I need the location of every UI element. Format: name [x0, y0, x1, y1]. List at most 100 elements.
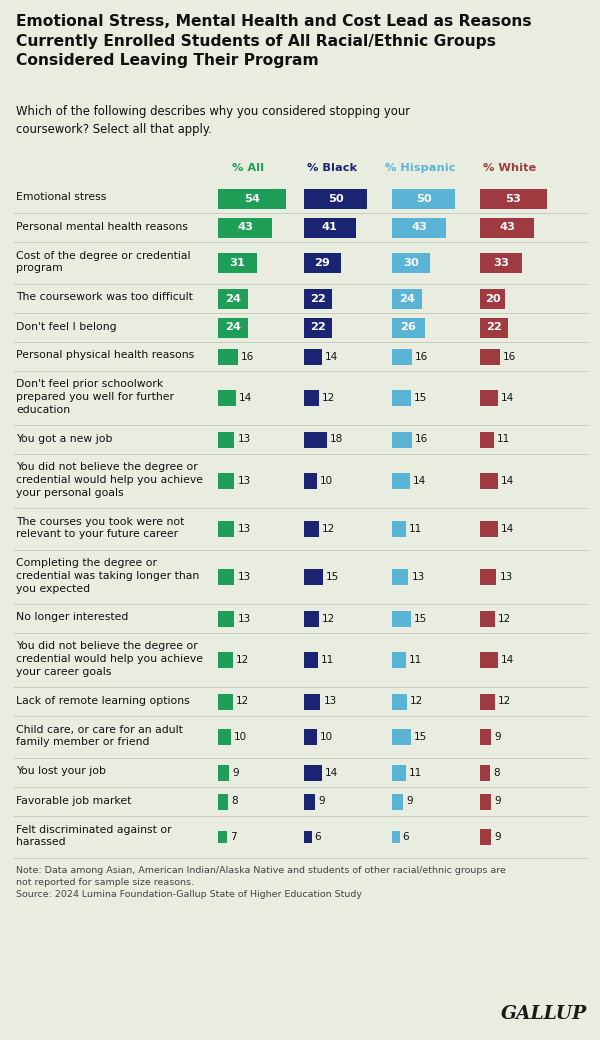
Bar	[480, 432, 494, 447]
Bar	[304, 348, 322, 364]
Text: 29: 29	[314, 258, 330, 268]
Text: 13: 13	[238, 435, 251, 444]
Text: 24: 24	[399, 293, 415, 304]
Text: GALLUP: GALLUP	[501, 1005, 587, 1023]
Text: Don't feel I belong: Don't feel I belong	[16, 321, 116, 332]
Text: 14: 14	[325, 768, 338, 778]
Bar	[480, 288, 505, 309]
Bar	[392, 288, 422, 309]
Bar	[480, 729, 491, 745]
Text: 16: 16	[241, 352, 254, 362]
Text: The courses you took were not
relevant to your future career: The courses you took were not relevant t…	[16, 517, 184, 540]
Bar	[392, 569, 409, 584]
Text: 53: 53	[505, 193, 521, 204]
Text: 22: 22	[310, 322, 326, 333]
Bar	[304, 217, 356, 237]
Bar	[218, 764, 229, 780]
Text: You lost your job: You lost your job	[16, 766, 106, 777]
Text: 9: 9	[494, 832, 501, 842]
Text: 14: 14	[500, 476, 514, 486]
Bar	[392, 729, 411, 745]
Text: 26: 26	[400, 322, 416, 333]
Text: Favorable job market: Favorable job market	[16, 796, 131, 806]
Bar	[480, 217, 534, 237]
Bar	[480, 610, 495, 626]
Text: % Hispanic: % Hispanic	[385, 163, 455, 173]
Bar	[480, 348, 500, 364]
Bar	[480, 390, 497, 406]
Text: 13: 13	[412, 572, 425, 582]
Text: 15: 15	[326, 572, 339, 582]
Text: % White: % White	[484, 163, 536, 173]
Text: 50: 50	[328, 193, 343, 204]
Text: 12: 12	[236, 697, 250, 706]
Text: 14: 14	[413, 476, 426, 486]
Text: 12: 12	[322, 524, 335, 534]
Bar	[218, 652, 233, 668]
Bar	[218, 188, 286, 208]
Text: 6: 6	[403, 832, 409, 842]
Bar	[218, 794, 228, 809]
Text: 43: 43	[499, 223, 515, 233]
Text: 9: 9	[232, 768, 239, 778]
Text: 11: 11	[497, 435, 510, 444]
Text: % All: % All	[232, 163, 264, 173]
Text: 50: 50	[416, 193, 431, 204]
Text: Personal physical health reasons: Personal physical health reasons	[16, 350, 194, 361]
Bar	[480, 473, 497, 489]
Bar	[392, 432, 412, 447]
Bar	[392, 521, 406, 537]
Bar	[304, 794, 316, 809]
Text: 15: 15	[414, 614, 427, 624]
Bar	[218, 390, 236, 406]
Bar	[218, 521, 235, 537]
Text: Personal mental health reasons: Personal mental health reasons	[16, 222, 188, 232]
Text: 9: 9	[494, 732, 501, 742]
Text: 11: 11	[409, 524, 422, 534]
Text: You did not believe the degree or
credential would help you achieve
your career : You did not believe the degree or creden…	[16, 642, 203, 677]
Text: 15: 15	[414, 732, 427, 742]
Text: You did not believe the degree or
credential would help you achieve
your persona: You did not believe the degree or creden…	[16, 462, 203, 498]
Text: Emotional stress: Emotional stress	[16, 192, 106, 203]
Text: 13: 13	[238, 614, 251, 624]
Text: Completing the degree or
credential was taking longer than
you expected: Completing the degree or credential was …	[16, 558, 199, 594]
Text: 9: 9	[406, 797, 413, 806]
Text: 24: 24	[225, 322, 241, 333]
Bar	[218, 729, 230, 745]
Bar	[392, 764, 406, 780]
Text: 12: 12	[322, 393, 335, 402]
Text: 11: 11	[409, 768, 422, 778]
Bar	[392, 652, 406, 668]
Text: 14: 14	[239, 393, 252, 402]
Text: Emotional Stress, Mental Health and Cost Lead as Reasons
Currently Enrolled Stud: Emotional Stress, Mental Health and Cost…	[16, 14, 532, 69]
Bar	[218, 831, 227, 843]
Bar	[392, 348, 412, 364]
Text: 13: 13	[238, 524, 251, 534]
Bar	[218, 217, 272, 237]
Text: 10: 10	[320, 732, 333, 742]
Text: 14: 14	[500, 393, 514, 402]
Text: 30: 30	[403, 258, 419, 268]
Text: 10: 10	[320, 476, 333, 486]
Text: 14: 14	[500, 524, 514, 534]
Text: 12: 12	[498, 697, 511, 706]
Text: 22: 22	[486, 322, 502, 333]
Text: 41: 41	[322, 223, 338, 233]
Text: 9: 9	[319, 797, 325, 806]
Bar	[480, 521, 497, 537]
Bar	[480, 794, 491, 809]
Bar	[304, 188, 367, 208]
Bar	[480, 652, 497, 668]
Bar	[218, 253, 257, 272]
Bar	[218, 473, 235, 489]
Text: % Black: % Black	[307, 163, 357, 173]
Text: 11: 11	[321, 655, 334, 665]
Text: Don't feel prior schoolwork
prepared you well for further
education: Don't feel prior schoolwork prepared you…	[16, 380, 174, 415]
Bar	[218, 348, 238, 364]
Text: The coursework was too difficult: The coursework was too difficult	[16, 292, 193, 303]
Bar	[392, 317, 425, 338]
Text: 14: 14	[500, 655, 514, 665]
Text: 14: 14	[325, 352, 338, 362]
Bar	[304, 610, 319, 626]
Text: 12: 12	[236, 655, 250, 665]
